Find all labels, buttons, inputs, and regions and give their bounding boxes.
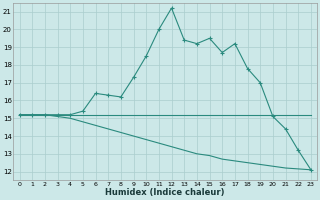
X-axis label: Humidex (Indice chaleur): Humidex (Indice chaleur) [106, 188, 225, 197]
